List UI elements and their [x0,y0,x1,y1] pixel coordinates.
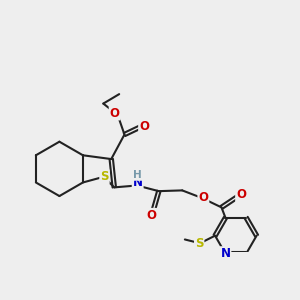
Text: O: O [146,209,156,222]
Text: N: N [220,247,230,260]
Text: S: S [100,170,109,183]
Text: S: S [195,238,203,250]
Text: O: O [139,121,149,134]
Text: N: N [133,176,143,189]
Text: O: O [236,188,246,201]
Text: O: O [198,191,208,204]
Text: O: O [110,106,120,119]
Text: H: H [133,170,142,180]
